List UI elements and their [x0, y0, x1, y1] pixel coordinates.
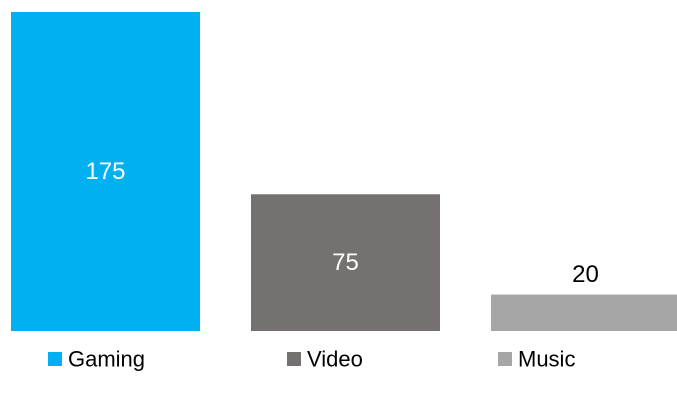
bar-video: [251, 194, 440, 331]
legend-item-music: Music: [498, 347, 575, 372]
bars-group: [11, 12, 677, 331]
legend-swatch-video: [287, 352, 301, 366]
bar-music: [491, 294, 677, 331]
legend-swatch-music: [498, 352, 512, 366]
data-label-video: 75: [332, 249, 359, 276]
legend-item-video: Video: [287, 347, 363, 372]
legend-item-gaming: Gaming: [48, 347, 145, 372]
legend-label-music: Music: [518, 347, 575, 372]
legend-label-gaming: Gaming: [68, 347, 145, 372]
bar-gaming: [11, 12, 200, 331]
legend: Gaming Video Music: [48, 347, 575, 372]
data-label-gaming: 175: [85, 158, 125, 185]
value-labels-group: 175 75 20: [85, 158, 598, 288]
legend-label-video: Video: [307, 347, 363, 372]
data-label-music: 20: [572, 261, 599, 288]
legend-swatch-gaming: [48, 352, 62, 366]
